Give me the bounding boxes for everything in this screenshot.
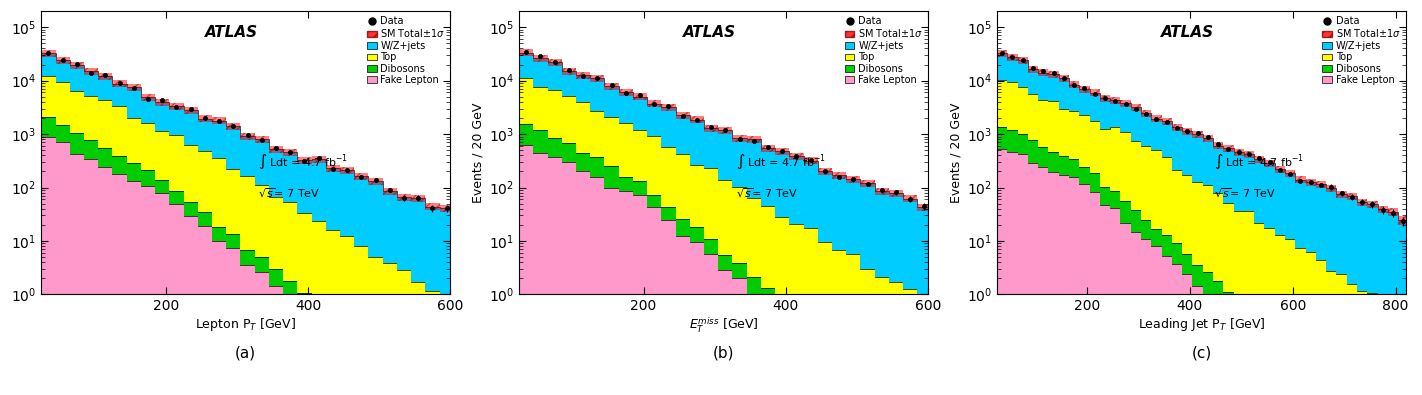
X-axis label: Lepton P$_{T}$ [GeV]: Lepton P$_{T}$ [GeV] [195, 316, 296, 333]
Legend: Data, SM Total$\pm$1$\sigma$, W/Z+jets, Top, Dibosons, Fake Lepton: Data, SM Total$\pm$1$\sigma$, W/Z+jets, … [843, 14, 926, 87]
Legend: Data, SM Total$\pm$1$\sigma$, W/Z+jets, Top, Dibosons, Fake Lepton: Data, SM Total$\pm$1$\sigma$, W/Z+jets, … [365, 14, 448, 87]
Text: $\int$ Ldt = 4.7 fb$^{-1}$: $\int$ Ldt = 4.7 fb$^{-1}$ [1213, 153, 1304, 171]
Text: $\sqrt{s}$= 7 TeV: $\sqrt{s}$= 7 TeV [1213, 187, 1276, 200]
Text: (c): (c) [1192, 345, 1212, 360]
Text: $\int$ Ldt = 4.7 fb$^{-1}$: $\int$ Ldt = 4.7 fb$^{-1}$ [735, 153, 826, 171]
Legend: Data, SM Total$\pm$1$\sigma$, W/Z+jets, Top, Dibosons, Fake Lepton: Data, SM Total$\pm$1$\sigma$, W/Z+jets, … [1321, 14, 1404, 87]
Text: (a): (a) [235, 345, 256, 360]
Y-axis label: Events / 20 GeV: Events / 20 GeV [950, 103, 963, 203]
X-axis label: $E_{T}^{miss}$ [GeV]: $E_{T}^{miss}$ [GeV] [688, 316, 758, 335]
Text: ATLAS: ATLAS [683, 25, 735, 40]
Text: (b): (b) [712, 345, 734, 360]
Text: $\int$ Ldt = 4.7 fb$^{-1}$: $\int$ Ldt = 4.7 fb$^{-1}$ [257, 153, 348, 171]
Text: $\sqrt{s}$= 7 TeV: $\sqrt{s}$= 7 TeV [257, 187, 320, 200]
Text: $\sqrt{s}$= 7 TeV: $\sqrt{s}$= 7 TeV [735, 187, 798, 200]
Text: ATLAS: ATLAS [1160, 25, 1213, 40]
X-axis label: Leading Jet P$_{T}$ [GeV]: Leading Jet P$_{T}$ [GeV] [1138, 316, 1266, 333]
Y-axis label: Events / 20 GeV: Events / 20 GeV [472, 103, 485, 203]
Text: ATLAS: ATLAS [205, 25, 257, 40]
